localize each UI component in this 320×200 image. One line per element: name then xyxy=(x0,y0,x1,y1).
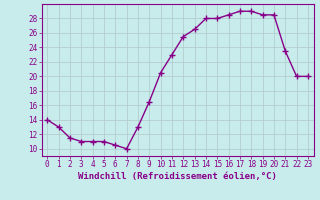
X-axis label: Windchill (Refroidissement éolien,°C): Windchill (Refroidissement éolien,°C) xyxy=(78,172,277,181)
